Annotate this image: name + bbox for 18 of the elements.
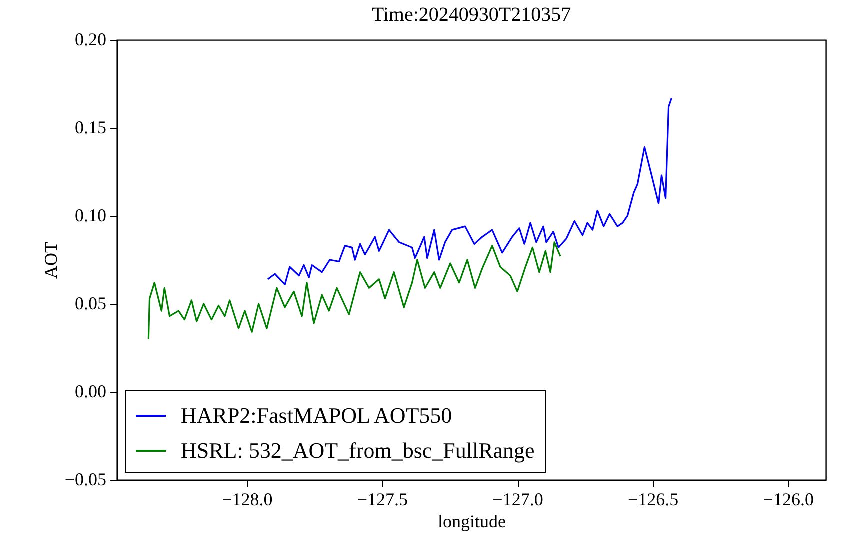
line-series — [148, 242, 562, 340]
y-tick-label: 0.00 — [75, 382, 106, 402]
y-tick-label: 0.10 — [75, 206, 106, 226]
y-tick-label: 0.15 — [75, 118, 106, 138]
x-tick-label: −126.5 — [628, 490, 679, 510]
x-tick-label: −126.0 — [763, 490, 814, 510]
x-tick-label: −127.5 — [357, 490, 408, 510]
y-tick-label: 0.05 — [75, 294, 106, 314]
y-tick-label: 0.20 — [75, 30, 106, 50]
x-tick-label: −127.0 — [492, 490, 544, 510]
legend-label: HARP2:FastMAPOL AOT550 — [181, 403, 452, 428]
line-series — [267, 97, 673, 286]
chart-title: Time:20240930T210357 — [372, 4, 572, 26]
legend-label: HSRL: 532_AOT_from_bsc_FullRange — [181, 438, 535, 463]
y-tick-label: −0.05 — [64, 470, 106, 490]
y-axis-title: AOT — [40, 242, 61, 279]
x-axis-title: longitude — [438, 512, 506, 532]
x-tick-label: −128.0 — [222, 490, 273, 510]
